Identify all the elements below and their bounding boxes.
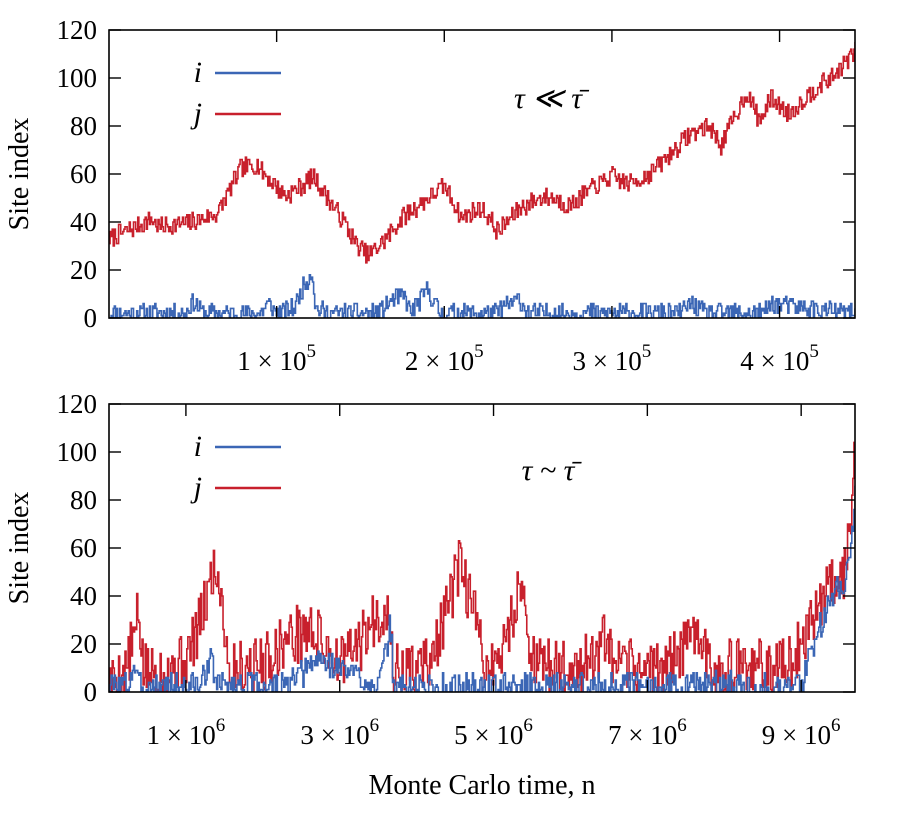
- x-tick-label: 3 × 106: [300, 715, 379, 750]
- panel-bottom-y-ticks: 0 20 40 60 80 100 120: [57, 389, 855, 707]
- x-tick-label: 2 × 105: [405, 341, 484, 376]
- legend-label-i: i: [194, 430, 202, 463]
- panel-bottom-x-ticks: 1 × 106 3 × 106 5 × 106 7 × 106 9 × 106: [147, 404, 841, 750]
- series-j-line: [109, 42, 855, 264]
- panel-top-y-ticks: 0 20 40 60 80 100 120: [57, 15, 855, 333]
- panel-bottom-annotation: τ ~ τ̄: [522, 454, 583, 487]
- x-axis-title-text: Monte Carlo time, n: [368, 770, 595, 801]
- y-tick-label: 0: [84, 303, 98, 333]
- x-axis-title: Monte Carlo time, n: [368, 770, 595, 801]
- x-tick-label: 9 × 106: [762, 715, 841, 750]
- y-tick-label: 20: [70, 629, 97, 659]
- x-tick-label: 4 × 105: [740, 341, 819, 376]
- legend-label-i: i: [194, 56, 202, 89]
- x-tick-label: 5 × 106: [454, 715, 533, 750]
- panel-top-x-ticks: 1 × 105 2 × 105 3 × 105 4 × 105: [237, 30, 819, 376]
- legend-label-j: j: [190, 471, 202, 504]
- panel-top-legend: i j: [190, 56, 281, 130]
- y-tick-label: 100: [57, 437, 98, 467]
- panel-top-annotation: τ ≪ τ̄: [514, 82, 590, 115]
- panel-top: 0 20 40 60 80 100 120 1 × 105 2 × 105 3 × 105 4 ×…: [4, 15, 856, 376]
- x-tick-label: 1 × 106: [147, 715, 226, 750]
- y-tick-label: 40: [70, 207, 97, 237]
- y-tick-label: 80: [70, 111, 97, 141]
- series-j-line: [109, 441, 855, 692]
- panel-bottom-legend: i j: [190, 430, 281, 504]
- y-tick-label: 20: [70, 255, 97, 285]
- x-tick-label: 7 × 106: [608, 715, 687, 750]
- series-i-line: [109, 273, 855, 318]
- y-tick-label: 100: [57, 63, 98, 93]
- x-tick-label: 3 × 105: [573, 341, 652, 376]
- series-i-line: [109, 485, 855, 692]
- y-tick-label: 120: [57, 15, 98, 45]
- y-tick-label: 60: [70, 159, 97, 189]
- panel-bottom: 0 20 40 60 80 100 120 1 × 106 3 × 106 5 × 106 7 ×…: [4, 389, 856, 750]
- panel-top-y-axis-title: Site index: [4, 118, 35, 231]
- panel-bottom-y-axis-title: Site index: [4, 492, 35, 605]
- panel-top-series: [109, 42, 855, 318]
- y-tick-label: 0: [84, 677, 98, 707]
- legend-label-j: j: [190, 97, 202, 130]
- y-tick-label: 60: [70, 533, 97, 563]
- panel-bottom-series: [109, 441, 855, 692]
- y-tick-label: 80: [70, 485, 97, 515]
- x-tick-label: 1 × 105: [237, 341, 316, 376]
- y-tick-label: 120: [57, 389, 98, 419]
- y-tick-label: 40: [70, 581, 97, 611]
